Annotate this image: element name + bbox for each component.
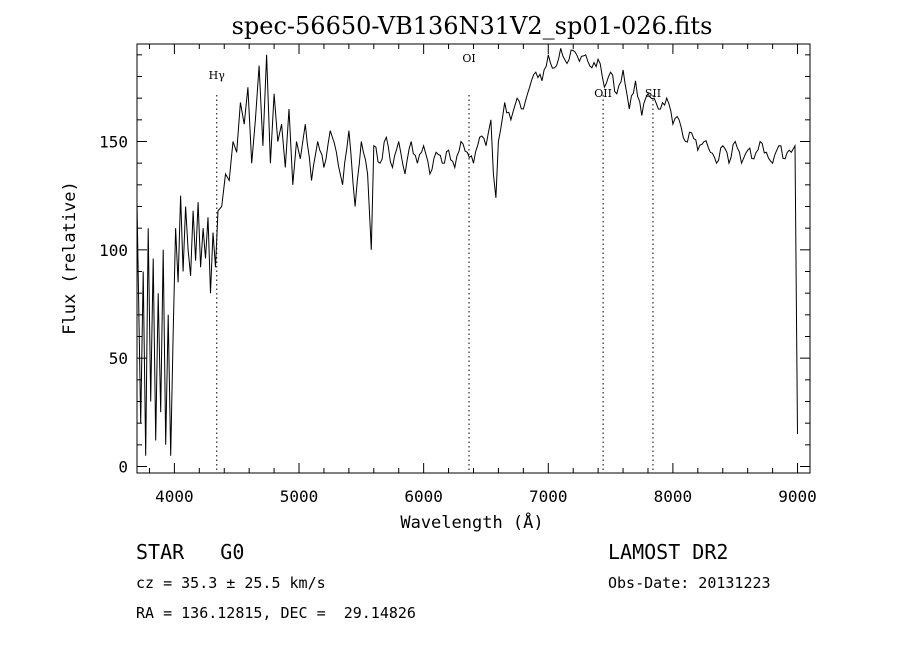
- spectrum-line: [136, 48, 798, 456]
- line-label: OI: [462, 52, 475, 65]
- coordinates: RA = 136.12815, DEC = 29.14826: [136, 604, 416, 622]
- x-tick-label: 8000: [654, 487, 693, 506]
- y-axis: 0 50 100 150: [99, 54, 810, 477]
- line-label: OII: [594, 87, 612, 100]
- line-label: Hγ: [209, 69, 226, 82]
- x-tick-label: 4000: [155, 487, 194, 506]
- y-tick-label: 0: [118, 458, 128, 477]
- x-axis-label: Wavelength (Å): [400, 511, 543, 533]
- plot-area: Hγ OI OII SII: [136, 48, 798, 473]
- survey-name: LAMOST DR2: [608, 540, 729, 564]
- y-tick-label: 50: [109, 349, 128, 368]
- chart-title: spec-56650-VB136N31V2_sp01-026.fits: [232, 12, 713, 40]
- y-axis-label: Flux (relative): [60, 181, 80, 335]
- x-tick-label: 5000: [280, 487, 319, 506]
- redshift-value: cz = 35.3 ± 25.5 km/s: [136, 574, 326, 592]
- x-tick-label: 9000: [778, 487, 817, 506]
- x-tick-label: 7000: [529, 487, 568, 506]
- y-tick-label: 150: [99, 133, 128, 152]
- x-tick-label: 6000: [404, 487, 443, 506]
- line-label: SII: [645, 87, 661, 100]
- x-axis: 4000 5000 6000 7000 8000 9000: [148, 44, 817, 506]
- plot-frame: [136, 43, 811, 474]
- object-type: STAR G0: [136, 540, 245, 564]
- y-tick-label: 100: [99, 241, 128, 260]
- observation-date: Obs-Date: 20131223: [608, 574, 771, 592]
